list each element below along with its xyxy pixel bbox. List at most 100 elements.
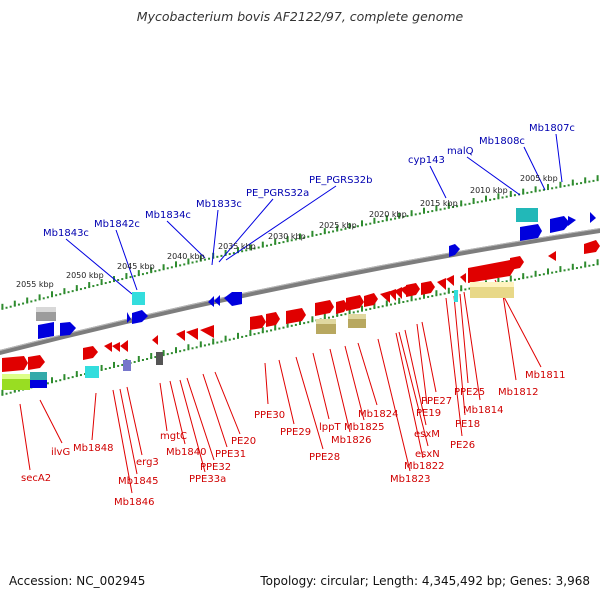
upper-ruler-dot <box>356 225 359 228</box>
upper-ruler-dot <box>34 299 37 302</box>
gene-label-ppe29: PPE29 <box>280 427 311 438</box>
lower-ruler-dot <box>245 334 248 337</box>
lower-ruler-dot <box>121 363 124 366</box>
upper-ruler-dot <box>464 203 467 206</box>
connector-mb1824 <box>357 342 378 406</box>
connector-mb1814 <box>463 291 481 401</box>
gene-label-ilvg: ilvG <box>51 447 70 458</box>
connector-esxn <box>398 331 429 447</box>
lower-ruler-dot <box>104 367 107 370</box>
upper-ruler-dot <box>92 285 95 288</box>
upper-ruler-dot <box>121 278 124 281</box>
upper-ruler-dot <box>108 281 111 284</box>
gene-arrow-forward <box>112 342 120 352</box>
lower-ruler-dot <box>166 353 169 356</box>
upper-ruler-dot <box>526 191 529 194</box>
gene-label-mb1814: Mb1814 <box>463 405 503 416</box>
upper-ruler-dot <box>381 220 384 223</box>
upper-ruler-dot <box>55 294 58 297</box>
upper-ruler-dot <box>146 272 149 275</box>
gene-arrow-forward <box>446 275 454 286</box>
connector-mb1825 <box>344 345 365 421</box>
lower-ruler-dot <box>265 330 268 333</box>
lower-ruler-dot <box>592 264 595 267</box>
gene-label-mb1826: Mb1826 <box>331 435 371 446</box>
upper-ruler-dot <box>133 275 136 278</box>
upper-ruler-dot <box>394 217 397 220</box>
gene-block <box>454 290 458 302</box>
gene-arrow-reverse <box>60 322 76 336</box>
gene-label-mb1812: Mb1812 <box>498 387 538 398</box>
upper-ruler-dot <box>307 235 310 238</box>
lower-ruler-dot <box>340 314 343 317</box>
upper-ruler-dot <box>563 185 566 188</box>
gene-label-erg3: erg3 <box>136 457 159 468</box>
lower-ruler-dot <box>220 340 223 343</box>
gene-label-mgtc: mgtC <box>160 431 187 442</box>
upper-ruler-dot <box>303 236 306 239</box>
gene-label-ppe30: PPE30 <box>254 410 285 421</box>
gene-block-highlight <box>316 319 336 324</box>
upper-ruler-dot <box>22 302 25 305</box>
upper-ruler-dot <box>270 243 273 246</box>
lower-ruler-dot <box>208 343 211 346</box>
lower-ruler-dot <box>55 380 58 383</box>
upper-ruler-dot <box>319 233 322 236</box>
gene-label-seca2: secA2 <box>21 473 51 484</box>
lower-ruler-dot <box>526 276 529 279</box>
lower-ruler-dot <box>439 293 442 296</box>
connector-mb1848 <box>91 392 97 441</box>
upper-ruler-dot <box>580 182 583 185</box>
gene-arrow-forward <box>176 330 185 341</box>
lower-ruler-dot <box>381 305 384 308</box>
gene-label-mb1834c: Mb1834c <box>145 210 191 221</box>
connector-mgtc <box>159 382 168 432</box>
connector-seca2 <box>19 403 31 471</box>
lower-ruler-dot <box>183 349 186 352</box>
connector-cyp143 <box>429 165 447 199</box>
gene-block-highlight <box>470 282 514 287</box>
upper-ruler-dot <box>418 212 421 215</box>
scale-label: 2040 kbp <box>167 252 205 261</box>
lower-ruler-dot <box>389 303 392 306</box>
lower-ruler-dot <box>418 297 421 300</box>
upper-ruler-dot <box>456 205 459 208</box>
connector-pe26 <box>445 297 463 437</box>
connector-mb1843c <box>65 238 133 295</box>
gene-label-esxn: esxN <box>415 449 440 460</box>
lower-ruler-dot <box>228 338 231 341</box>
lower-ruler-dot <box>567 268 570 271</box>
upper-ruler-dot <box>245 249 248 252</box>
gene-arrow-forward <box>286 308 306 324</box>
gene-arrow-forward <box>394 287 402 299</box>
lower-ruler-dot <box>79 374 82 377</box>
gene-label-mb1843c: Mb1843c <box>43 228 89 239</box>
lower-ruler-dot <box>303 322 306 325</box>
upper-ruler-dot <box>451 206 454 209</box>
connector-mb1840 <box>169 380 186 445</box>
lower-ruler-dot <box>443 292 446 295</box>
gene-label-mb1807c: Mb1807c <box>529 123 575 134</box>
upper-ruler-dot <box>567 184 570 187</box>
upper-ruler-dot <box>179 264 182 267</box>
gene-label-mb1840: Mb1840 <box>166 447 206 458</box>
lower-ruler-dot <box>146 358 149 361</box>
upper-ruler-dot <box>191 261 194 264</box>
scale-label: 2015 kbp <box>420 199 458 208</box>
gene-label-mb1845: Mb1845 <box>118 476 158 487</box>
connector-erg3 <box>126 386 143 456</box>
gene-label-ppe25: PPE25 <box>454 387 485 398</box>
gene-arrow-forward <box>2 356 28 372</box>
scale-label: 2030 kbp <box>268 232 306 241</box>
gene-arrow-reverse <box>224 292 242 306</box>
gene-arrow-forward <box>548 251 556 261</box>
lower-ruler-dot <box>282 326 285 329</box>
gene-arrow-forward <box>421 281 435 295</box>
connector-lppt <box>312 352 330 420</box>
gene-arrow-forward <box>380 291 390 303</box>
gene-label-pe26: PE26 <box>450 440 475 451</box>
lower-ruler-dot <box>580 266 583 269</box>
genome-summary: Topology: circular; Length: 4,345,492 bp… <box>260 574 590 588</box>
gene-arrow-reverse <box>449 244 460 257</box>
accession-text: Accession: NC_002945 <box>9 574 146 588</box>
